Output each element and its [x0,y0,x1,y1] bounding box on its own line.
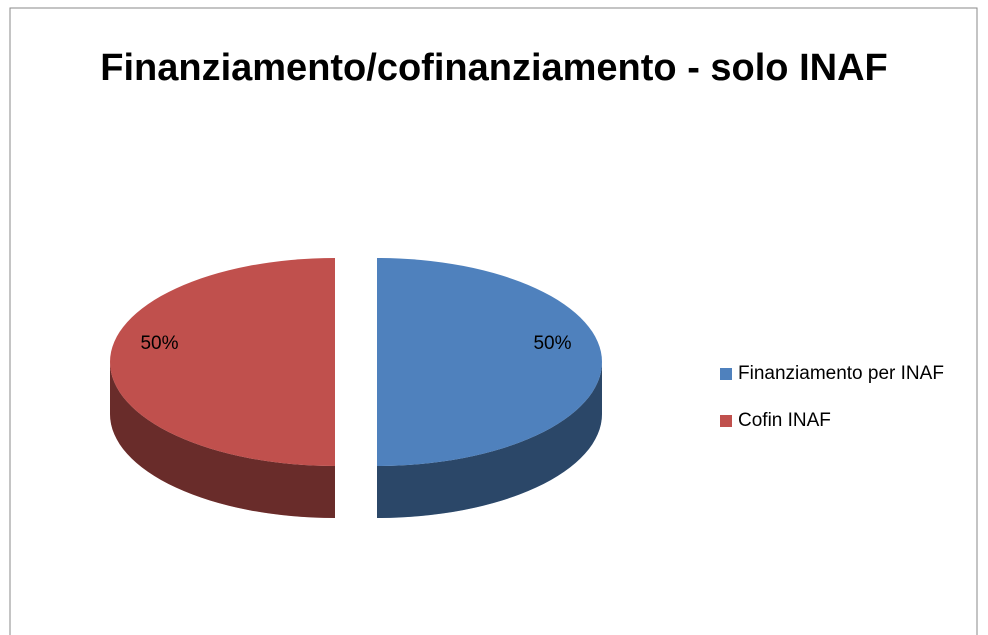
slice-side-shade [377,362,602,518]
legend-swatch [720,368,732,380]
slice-side-shade [110,362,335,518]
data-label: 50% [140,333,178,354]
chart-title: Finanziamento/cofinanziamento - solo INA… [100,47,888,89]
data-label: 50% [533,333,571,354]
slice [377,258,602,466]
slice [110,258,335,466]
slice-side [110,362,335,518]
slice-side [377,362,602,518]
legend-swatch [720,415,732,427]
legend-label: Cofin INAF [738,410,831,431]
legend-label: Finanziamento per INAF [738,363,944,384]
